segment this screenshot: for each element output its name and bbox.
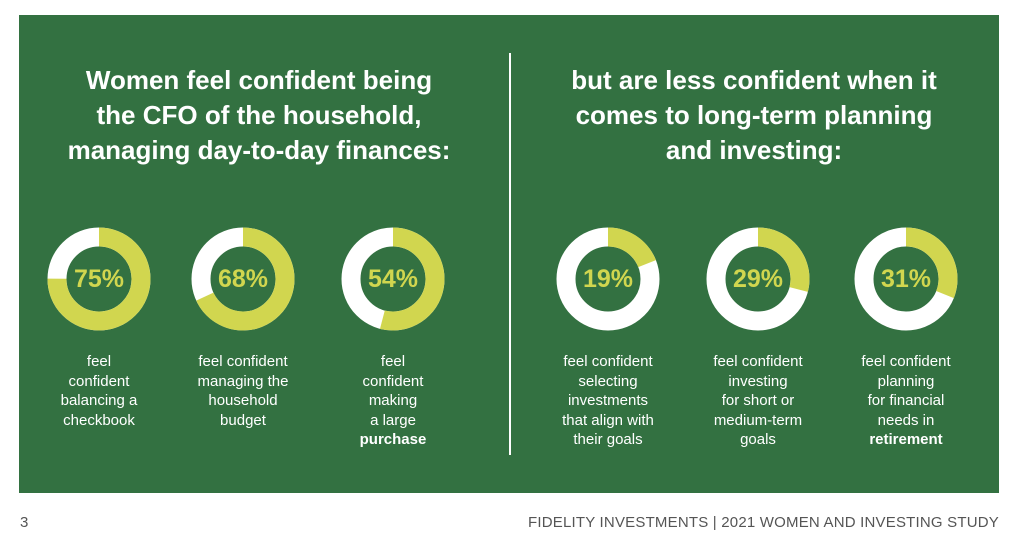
caption-line: goals <box>740 431 776 448</box>
donut-percent-label: 29% <box>732 265 784 293</box>
right-heading-line-2: comes to long-term planning <box>575 100 933 130</box>
donut-svg <box>556 227 660 331</box>
caption-line: feel <box>86 353 112 370</box>
caption-line: for financial <box>867 392 945 409</box>
caption-line: balancing a <box>60 392 138 409</box>
donut-value-arc-19 <box>556 227 660 331</box>
donut-caption-1: feel confident balancing a checkbook <box>24 352 174 430</box>
donut-chart-2: 68% <box>191 227 295 331</box>
caption-line: feel confident <box>713 353 803 370</box>
donut-chart-3: 54% <box>341 227 445 331</box>
caption-line: retirement <box>869 431 943 448</box>
caption-line: planning <box>877 372 935 390</box>
donut-caption-2: feel confident managing the household budge… <box>168 352 318 430</box>
donut-svg <box>706 227 810 331</box>
page-number: 3 <box>20 514 29 531</box>
donut-chart-4: 19% <box>556 227 660 331</box>
caption-line: a large <box>370 411 416 429</box>
donut-svg <box>854 227 958 331</box>
caption-line: feel confident <box>198 353 288 370</box>
donut-value-arc-75 <box>47 227 151 331</box>
donut-chart-1: 75% <box>47 227 151 331</box>
donut-percent-label: 19% <box>582 265 634 293</box>
caption-line: investments <box>567 392 649 409</box>
caption-line: purchase <box>359 431 427 448</box>
right-heading-line-3: and investing: <box>665 135 843 165</box>
caption-line: investing <box>728 372 788 390</box>
left-heading-line-3: managing day-to-day finances: <box>67 135 451 165</box>
donut-svg <box>341 227 445 331</box>
caption-line: for short or <box>721 392 795 409</box>
donut-svg <box>47 227 151 331</box>
donut-caption-5: feel confident investing for short or mediu… <box>683 352 833 450</box>
footer-source: FIDELITY INVESTMENTS | 2021 WOMEN AND IN… <box>528 514 999 531</box>
donut-caption-3: feel confident making a large purchase <box>318 352 468 450</box>
caption-line: budget <box>220 411 266 429</box>
donut-svg <box>191 227 295 331</box>
donut-percent-label: 54% <box>367 265 419 293</box>
caption-line: household <box>208 392 278 409</box>
donut-value-arc-29 <box>706 227 810 331</box>
donut-chart-5: 29% <box>706 227 810 331</box>
caption-line: needs in <box>877 411 935 429</box>
caption-line: their goals <box>573 431 643 448</box>
right-heading: but are less confident when it comes to … <box>519 63 989 168</box>
left-heading: Women feel confident being the CFO of th… <box>24 63 494 168</box>
donut-caption-4: feel confident selecting investments that a… <box>533 352 683 450</box>
infographic-panel: Women feel confident being the CFO of th… <box>19 15 999 493</box>
caption-line: medium-term <box>713 411 803 429</box>
donut-percent-label: 31% <box>880 265 932 293</box>
donut-caption-6: feel confident planning for financial needs… <box>831 352 981 450</box>
left-heading-line-2: the CFO of the household, <box>96 100 422 130</box>
left-heading-line-1: Women feel confident being <box>85 65 433 95</box>
caption-line: selecting <box>578 372 638 390</box>
donut-percent-label: 68% <box>217 265 269 293</box>
caption-line: checkbook <box>63 411 135 429</box>
caption-line: that align with <box>562 411 654 429</box>
caption-line: feel <box>380 353 406 370</box>
caption-line: feel confident <box>563 353 653 370</box>
donut-value-arc-54 <box>341 227 445 331</box>
caption-line: feel confident <box>861 353 951 370</box>
right-heading-line-1: but are less confident when it <box>571 65 937 95</box>
donut-value-arc-68 <box>191 227 295 331</box>
donut-chart-6: 31% <box>854 227 958 331</box>
donut-percent-label: 75% <box>73 265 125 293</box>
caption-line: making <box>368 392 418 409</box>
caption-line: managing the <box>197 372 289 390</box>
caption-line: confident <box>362 372 424 390</box>
caption-line: confident <box>68 372 130 390</box>
center-divider <box>509 53 511 455</box>
donut-value-arc-31 <box>854 227 958 331</box>
